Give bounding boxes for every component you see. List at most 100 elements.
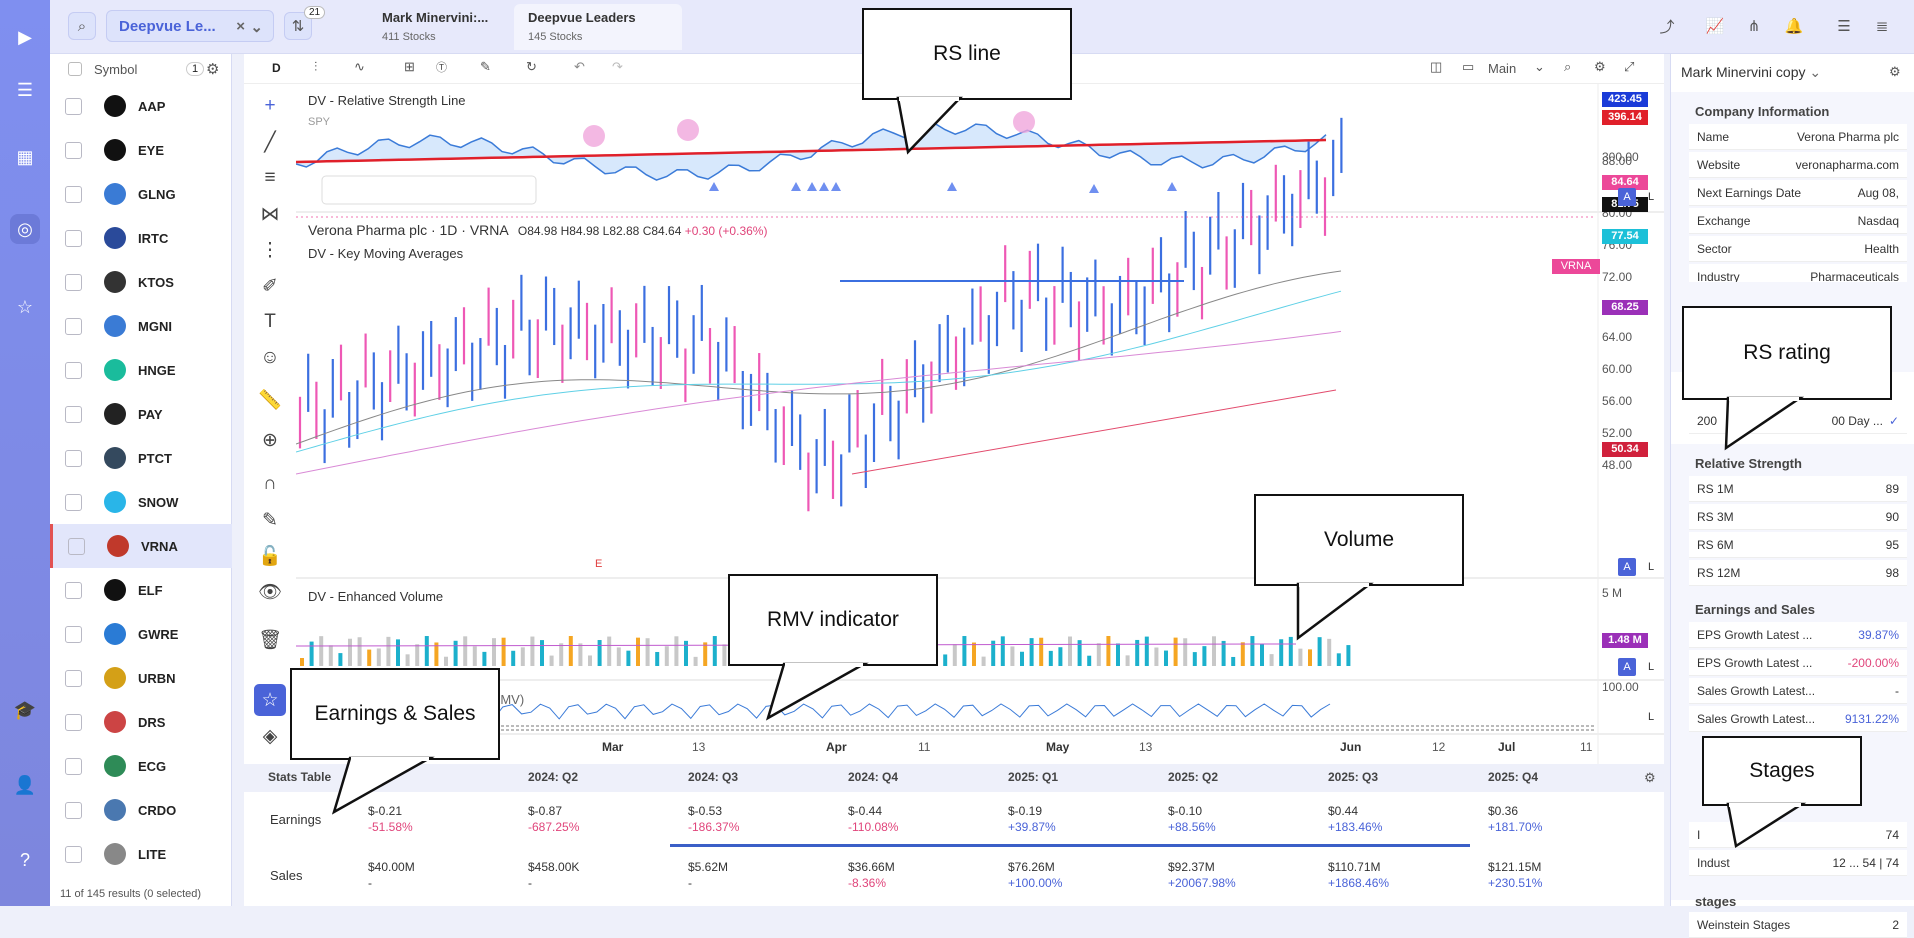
- layout-select[interactable]: Main: [1488, 61, 1517, 76]
- company-row[interactable]: Website veronapharma.com: [1689, 152, 1907, 178]
- es-row[interactable]: EPS Growth Latest ... 39.87%: [1689, 622, 1907, 648]
- bell-icon[interactable]: 🔔: [1784, 18, 1804, 35]
- settings-icon[interactable]: ⚙: [206, 61, 220, 78]
- row-checkbox[interactable]: [65, 669, 82, 687]
- chart-canvas[interactable]: [296, 84, 1664, 764]
- log-scale-button[interactable]: L: [1647, 711, 1655, 723]
- share-icon[interactable]: ⤴: [1659, 18, 1675, 36]
- text-icon[interactable]: T: [264, 311, 276, 332]
- symbol-row[interactable]: AAP: [50, 84, 232, 128]
- row-checkbox[interactable]: [65, 757, 82, 775]
- symbol-row[interactable]: ELF: [50, 568, 232, 612]
- lock-icon[interactable]: 🔓: [258, 546, 282, 567]
- row-checkbox[interactable]: [65, 581, 82, 599]
- chart-icon[interactable]: 📈: [1705, 18, 1725, 35]
- row-checkbox[interactable]: [65, 493, 82, 511]
- rs-row[interactable]: RS 6M 95: [1689, 532, 1907, 558]
- indicators-icon[interactable]: ∿: [354, 59, 365, 74]
- user-icon[interactable]: 👤: [13, 774, 37, 795]
- row-checkbox[interactable]: [65, 801, 82, 819]
- symbol-row[interactable]: PAY: [50, 392, 232, 436]
- star-icon[interactable]: ☆: [254, 684, 286, 716]
- log-scale-button[interactable]: L: [1647, 661, 1655, 673]
- screener-icon[interactable]: ▦: [16, 146, 34, 167]
- log-scale-button[interactable]: L: [1647, 561, 1655, 573]
- pattern-icon[interactable]: ⋈: [260, 203, 280, 225]
- symbol-row[interactable]: GLNG: [50, 172, 232, 216]
- symbol-row[interactable]: MGNI: [50, 304, 232, 348]
- row-checkbox[interactable]: [65, 625, 82, 643]
- symbol-row[interactable]: CRDO: [50, 788, 232, 832]
- company-row[interactable]: Next Earnings Date Aug 08,: [1689, 180, 1907, 206]
- star-icon[interactable]: ☆: [16, 296, 34, 317]
- settings-icon[interactable]: ⚙: [1644, 770, 1656, 785]
- list-icon[interactable]: ☰: [1837, 18, 1851, 35]
- row-checkbox[interactable]: [65, 713, 82, 731]
- auto-scale-button[interactable]: A: [1618, 558, 1636, 576]
- panel-title[interactable]: Mark Minervini copy ⌄: [1681, 64, 1821, 81]
- row-checkbox[interactable]: [65, 273, 82, 291]
- row-checkbox[interactable]: [65, 317, 82, 335]
- industry-row[interactable]: I 74: [1689, 822, 1907, 848]
- company-row[interactable]: Name Verona Pharma plc: [1689, 124, 1907, 150]
- draw-icon[interactable]: ✎: [480, 59, 491, 74]
- workspace-select[interactable]: Deepvue Le... × ⌄: [106, 10, 274, 42]
- learn-icon[interactable]: 🎓: [13, 699, 37, 720]
- select-all-checkbox[interactable]: [68, 62, 82, 76]
- lock-draw-icon[interactable]: ✎: [262, 509, 278, 531]
- redo-icon[interactable]: ↷: [612, 59, 623, 74]
- row-checkbox[interactable]: [65, 845, 82, 863]
- chevron-down-icon[interactable]: ⌄: [1534, 59, 1545, 74]
- horizontal-lines-icon[interactable]: ≡: [264, 167, 276, 188]
- zoom-in-icon[interactable]: ⊕: [262, 429, 278, 451]
- row-checkbox[interactable]: [65, 141, 82, 159]
- symbol-row[interactable]: DRS: [50, 700, 232, 744]
- stages-row[interactable]: Weinstein Stages 2: [1689, 912, 1907, 938]
- fullscreen-icon[interactable]: ⤢: [1624, 59, 1635, 74]
- crosshair-icon[interactable]: +: [264, 95, 276, 116]
- row-checkbox[interactable]: [65, 449, 82, 467]
- templates-icon[interactable]: ⊞: [404, 59, 415, 74]
- magnet-icon[interactable]: ∩: [263, 473, 277, 494]
- symbol-row[interactable]: LITE: [50, 832, 232, 876]
- fib-icon[interactable]: ⋮: [260, 239, 280, 261]
- symbol-row[interactable]: GWRE: [50, 612, 232, 656]
- text-icon[interactable]: Ⓣ: [436, 62, 447, 74]
- rs-row[interactable]: RS 12M 98: [1689, 560, 1907, 586]
- symbol-row[interactable]: HNGE: [50, 348, 232, 392]
- settings-icon[interactable]: ⚙: [1594, 59, 1606, 74]
- help-icon[interactable]: ?: [19, 849, 30, 870]
- eye-icon[interactable]: 👁: [257, 582, 283, 603]
- row-checkbox[interactable]: [65, 405, 82, 423]
- row-checkbox[interactable]: [65, 97, 82, 115]
- trendline-icon[interactable]: ╱: [264, 131, 276, 153]
- search-icon[interactable]: ⌕: [68, 12, 96, 40]
- zoom-icon[interactable]: ⌕: [1564, 59, 1572, 74]
- row-checkbox[interactable]: [65, 185, 82, 203]
- layout-icon[interactable]: ◫: [1430, 59, 1443, 74]
- news-icon[interactable]: ☰: [16, 79, 34, 100]
- es-row[interactable]: Sales Growth Latest... -: [1689, 678, 1907, 704]
- trash-icon[interactable]: 🗑: [257, 630, 283, 651]
- settings-icon[interactable]: ⚙: [1889, 64, 1901, 79]
- grid-list-icon[interactable]: ≣: [1875, 18, 1889, 35]
- bar-type-icon[interactable]: ⫶: [314, 59, 318, 74]
- symbol-row[interactable]: KTOS: [50, 260, 232, 304]
- company-row[interactable]: Exchange Nasdaq: [1689, 208, 1907, 234]
- row-checkbox[interactable]: [65, 229, 82, 247]
- symbol-row[interactable]: URBN: [50, 656, 232, 700]
- rs-row[interactable]: RS 1M 89: [1689, 476, 1907, 502]
- industry-row[interactable]: Indust 12 ... 54 | 74: [1689, 850, 1907, 876]
- symbol-row[interactable]: PTCT: [50, 436, 232, 480]
- watchlist-icon[interactable]: ◎: [10, 214, 40, 244]
- row-checkbox[interactable]: [68, 537, 85, 555]
- tab-deepvue-leaders[interactable]: Deepvue Leaders 145 Stocks: [514, 4, 682, 50]
- close-icon[interactable]: ×: [236, 18, 245, 35]
- rs-row[interactable]: RS 3M 90: [1689, 504, 1907, 530]
- undo-icon[interactable]: ↶: [574, 59, 585, 74]
- auto-scale-button[interactable]: A: [1618, 188, 1636, 206]
- log-scale-button[interactable]: L: [1647, 191, 1655, 203]
- company-row[interactable]: Sector Health: [1689, 236, 1907, 262]
- symbol-row[interactable]: IRTC: [50, 216, 232, 260]
- symbol-row[interactable]: SNOW: [50, 480, 232, 524]
